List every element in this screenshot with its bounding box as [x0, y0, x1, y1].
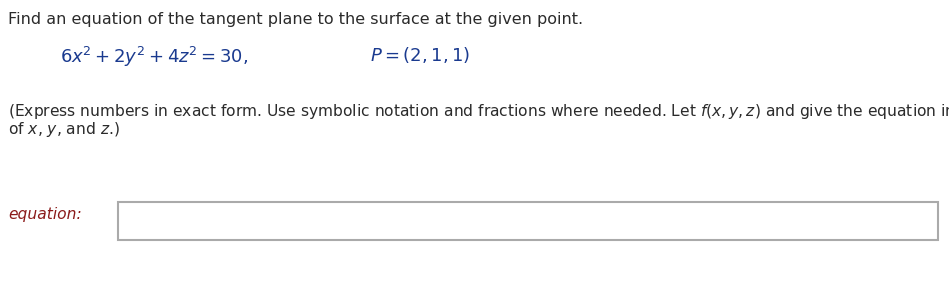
Text: (Express numbers in exact form. Use symbolic notation and fractions where needed: (Express numbers in exact form. Use symb…	[8, 102, 949, 121]
Text: $P = (2, 1, 1)$: $P = (2, 1, 1)$	[370, 45, 471, 65]
Text: Find an equation of the tangent plane to the surface at the given point.: Find an equation of the tangent plane to…	[8, 12, 583, 27]
FancyBboxPatch shape	[118, 202, 938, 240]
Text: equation:: equation:	[8, 208, 82, 223]
Text: of $x$, $y$, and $z$.): of $x$, $y$, and $z$.)	[8, 120, 120, 139]
Text: $6x^2 + 2y^2 + 4z^2 = 30,$: $6x^2 + 2y^2 + 4z^2 = 30,$	[60, 45, 249, 69]
